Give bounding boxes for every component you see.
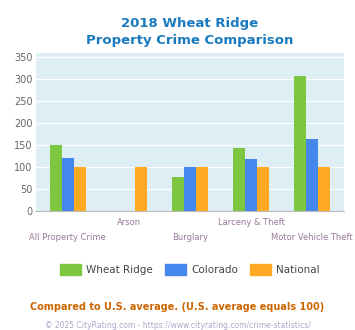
Bar [62, 158, 74, 211]
Text: © 2025 CityRating.com - https://www.cityrating.com/crime-statistics/: © 2025 CityRating.com - https://www.city… [45, 321, 310, 330]
Text: All Property Crime: All Property Crime [29, 233, 106, 243]
Bar [196, 167, 208, 211]
Legend: Wheat Ridge, Colorado, National: Wheat Ridge, Colorado, National [56, 260, 324, 279]
Bar [184, 167, 196, 211]
Text: Larceny & Theft: Larceny & Theft [218, 218, 284, 227]
Bar [233, 148, 245, 211]
Bar [135, 167, 147, 211]
Bar [171, 177, 184, 211]
Bar [294, 76, 306, 211]
Bar [74, 167, 86, 211]
Bar [306, 140, 318, 211]
Text: Burglary: Burglary [172, 233, 208, 243]
Text: Compared to U.S. average. (U.S. average equals 100): Compared to U.S. average. (U.S. average … [31, 302, 324, 312]
Bar [257, 167, 269, 211]
Text: Motor Vehicle Theft: Motor Vehicle Theft [271, 233, 353, 243]
Bar [50, 145, 62, 211]
Bar [318, 167, 330, 211]
Text: Arson: Arson [117, 218, 141, 227]
Bar [245, 159, 257, 211]
Title: 2018 Wheat Ridge
Property Crime Comparison: 2018 Wheat Ridge Property Crime Comparis… [86, 17, 294, 48]
